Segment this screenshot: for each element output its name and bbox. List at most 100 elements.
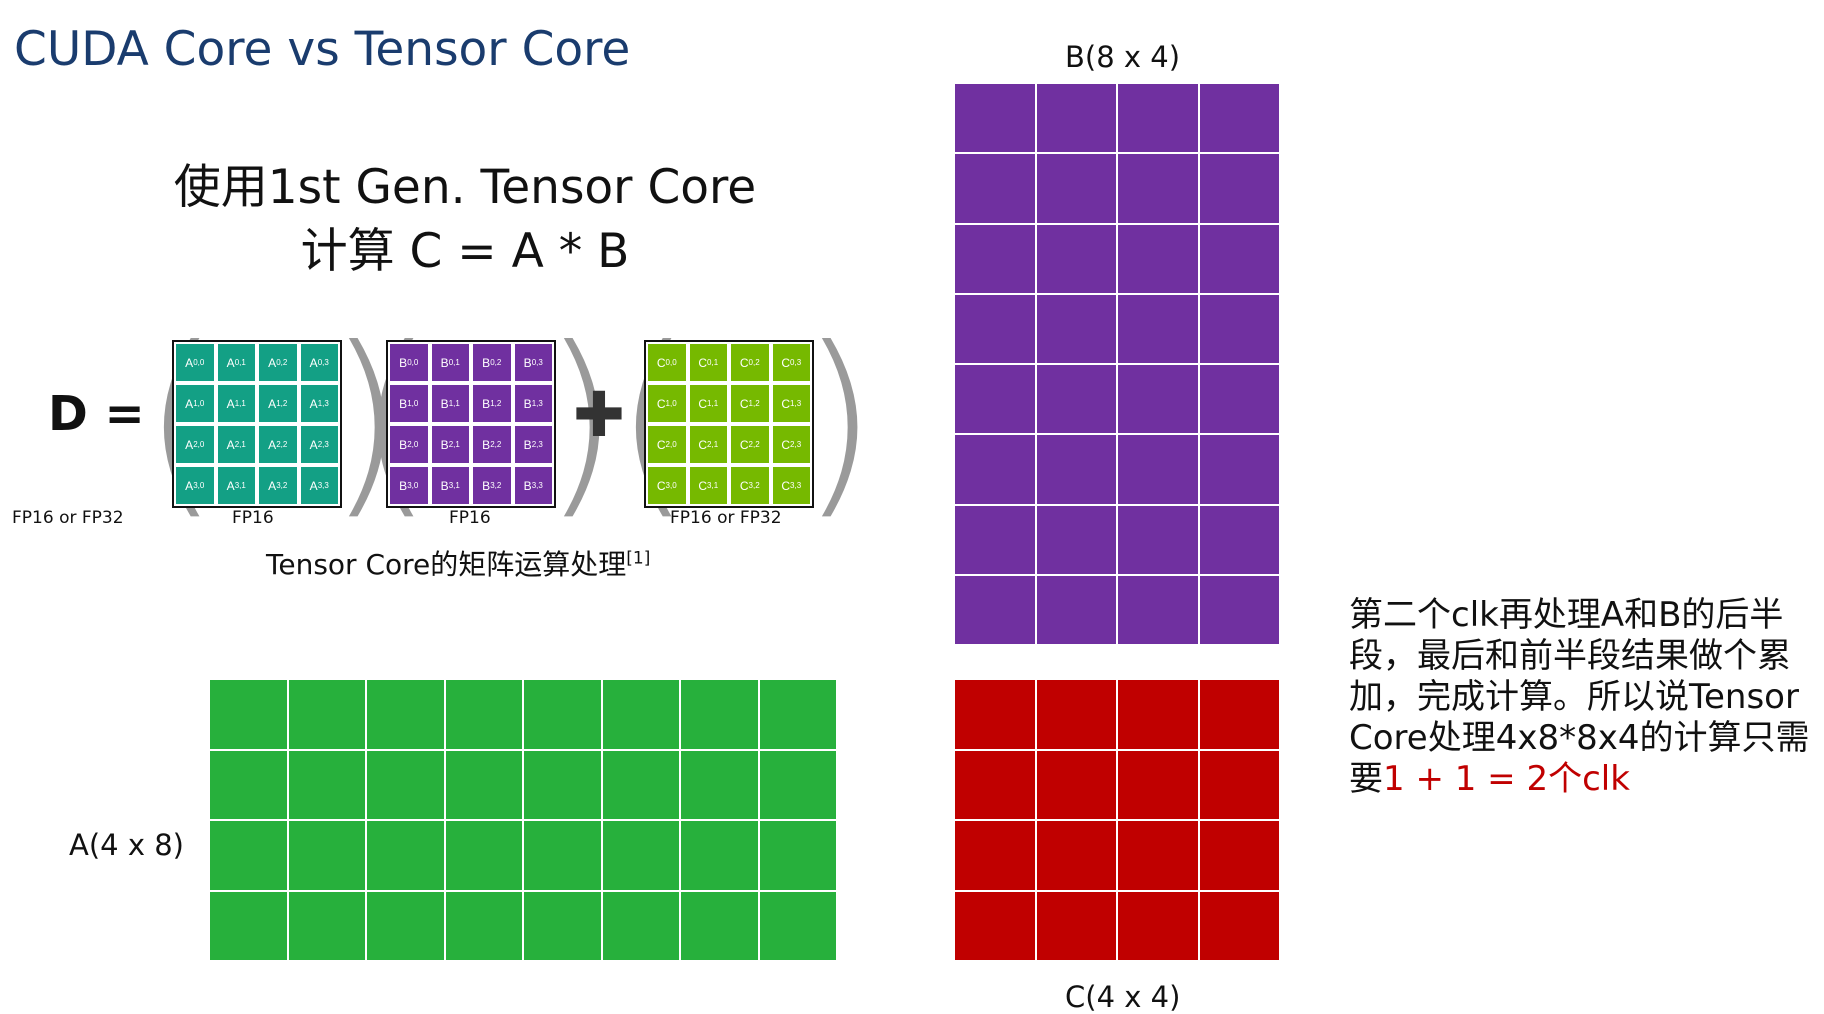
grid-cell bbox=[288, 891, 365, 960]
grid-cell bbox=[524, 750, 601, 819]
grid-cell bbox=[1199, 575, 1279, 644]
matrix-cell: C 3,0 bbox=[646, 465, 688, 506]
matrix-cell: C 1,2 bbox=[729, 383, 771, 424]
matrix-a-small: A 0,0 A 0,1 A 0,2 A 0,3 A 1,0 A 1,1 A 1,2 A 1,3 A 2,0 A 2,1… bbox=[172, 340, 342, 508]
grid-cell bbox=[1118, 575, 1198, 644]
matrix-cell: B 0,1 bbox=[429, 342, 471, 383]
grid-cell bbox=[524, 821, 601, 890]
matrix-cell: B 2,1 bbox=[429, 424, 471, 465]
matrix-cell: A 3,3 bbox=[298, 465, 340, 506]
matrix-cell: B 2,3 bbox=[512, 424, 554, 465]
caption-text: Tensor Core的矩阵运算处理 bbox=[266, 548, 627, 581]
grid-cell bbox=[955, 750, 1035, 819]
matrix-cell: A 2,3 bbox=[298, 424, 340, 465]
matrix-cell: B 1,0 bbox=[388, 383, 430, 424]
matrix-cell: C 0,2 bbox=[729, 342, 771, 383]
grid-cell bbox=[524, 680, 601, 749]
grid-cell bbox=[1199, 294, 1279, 363]
grid-cell bbox=[210, 821, 287, 890]
grid-cell bbox=[602, 680, 679, 749]
matrix-cell: A 3,0 bbox=[174, 465, 216, 506]
grid-b bbox=[955, 84, 1279, 644]
grid-cell bbox=[955, 435, 1035, 504]
matrix-cell: B 1,1 bbox=[429, 383, 471, 424]
grid-cell bbox=[955, 575, 1035, 644]
explanation-note: 第二个clk再处理A和B的后半段，最后和前半段结果做个累加，完成计算。所以说Te… bbox=[1349, 595, 1814, 800]
grid-cell bbox=[210, 750, 287, 819]
grid-cell bbox=[288, 750, 365, 819]
caption: Tensor Core的矩阵运算处理[1] bbox=[266, 543, 650, 583]
matrix-cell: B 3,3 bbox=[512, 465, 554, 506]
page-title: CUDA Core vs Tensor Core bbox=[14, 22, 631, 77]
grid-cell bbox=[955, 821, 1035, 890]
grid-cell bbox=[1118, 680, 1198, 749]
matrix-a-type: FP16 bbox=[232, 508, 274, 528]
grid-cell bbox=[1036, 365, 1116, 434]
grid-cell bbox=[1036, 750, 1116, 819]
grid-cell bbox=[1199, 750, 1279, 819]
grid-cell bbox=[1118, 294, 1198, 363]
grid-cell bbox=[445, 750, 522, 819]
grid-cell bbox=[210, 680, 287, 749]
matrix-cell: B 1,2 bbox=[471, 383, 513, 424]
grid-cell bbox=[1199, 821, 1279, 890]
grid-c-label: C(4 x 4) bbox=[1065, 980, 1181, 1014]
matrix-cell: A 0,0 bbox=[174, 342, 216, 383]
matrix-cell: A 1,3 bbox=[298, 383, 340, 424]
matrix-cell: A 1,2 bbox=[257, 383, 299, 424]
grid-cell bbox=[1199, 224, 1279, 293]
matrix-cell: A 0,2 bbox=[257, 342, 299, 383]
grid-cell bbox=[367, 680, 444, 749]
grid-cell bbox=[1118, 821, 1198, 890]
matrix-b-type: FP16 bbox=[449, 508, 491, 528]
grid-cell bbox=[367, 821, 444, 890]
grid-cell bbox=[1036, 680, 1116, 749]
heading-line-1: 使用1st Gen. Tensor Core bbox=[173, 160, 757, 215]
grid-cell bbox=[1036, 575, 1116, 644]
grid-cell bbox=[681, 821, 758, 890]
grid-cell bbox=[1036, 505, 1116, 574]
grid-cell bbox=[955, 224, 1035, 293]
matrix-cell: A 1,1 bbox=[215, 383, 257, 424]
grid-cell bbox=[955, 680, 1035, 749]
matrix-cell: C 3,2 bbox=[729, 465, 771, 506]
grid-cell bbox=[367, 891, 444, 960]
grid-a-label: A(4 x 8) bbox=[69, 828, 184, 862]
matrix-cell: C 0,1 bbox=[687, 342, 729, 383]
grid-cell bbox=[1199, 154, 1279, 223]
grid-a bbox=[210, 680, 836, 960]
grid-cell bbox=[1199, 435, 1279, 504]
matrix-cell: C 2,2 bbox=[729, 424, 771, 465]
caption-ref: [1] bbox=[626, 548, 651, 569]
matrix-cell: B 2,2 bbox=[471, 424, 513, 465]
matrix-cell: A 0,1 bbox=[215, 342, 257, 383]
grid-cell bbox=[681, 680, 758, 749]
grid-cell bbox=[1036, 891, 1116, 960]
grid-cell bbox=[1199, 365, 1279, 434]
matrix-cell: A 1,0 bbox=[174, 383, 216, 424]
grid-cell bbox=[445, 680, 522, 749]
matrix-cell: C 2,1 bbox=[687, 424, 729, 465]
matrix-cell: B 3,0 bbox=[388, 465, 430, 506]
matrix-cell: B 2,0 bbox=[388, 424, 430, 465]
grid-cell bbox=[1118, 505, 1198, 574]
grid-cell bbox=[1118, 224, 1198, 293]
matrix-b-small: B 0,0 B 0,1 B 0,2 B 0,3 B 1,0 B 1,1 B 1,2 B 1,3 B 2,0 B 2,1… bbox=[386, 340, 556, 508]
grid-cell bbox=[759, 750, 836, 819]
grid-cell bbox=[288, 680, 365, 749]
grid-cell bbox=[1118, 750, 1198, 819]
grid-cell bbox=[1036, 154, 1116, 223]
grid-cell bbox=[955, 294, 1035, 363]
note-text: 第二个clk再处理A和B的后半段，最后和前半段结果做个累加，完成计算。所以说Te… bbox=[1349, 595, 1810, 799]
matrix-cell: C 3,1 bbox=[687, 465, 729, 506]
matrix-cell: A 3,1 bbox=[215, 465, 257, 506]
matrix-cell: C 2,0 bbox=[646, 424, 688, 465]
grid-cell bbox=[955, 891, 1035, 960]
grid-cell bbox=[445, 821, 522, 890]
grid-cell bbox=[1199, 891, 1279, 960]
grid-cell bbox=[955, 505, 1035, 574]
grid-cell bbox=[955, 154, 1035, 223]
grid-cell bbox=[759, 821, 836, 890]
grid-cell bbox=[210, 891, 287, 960]
grid-cell bbox=[524, 891, 601, 960]
